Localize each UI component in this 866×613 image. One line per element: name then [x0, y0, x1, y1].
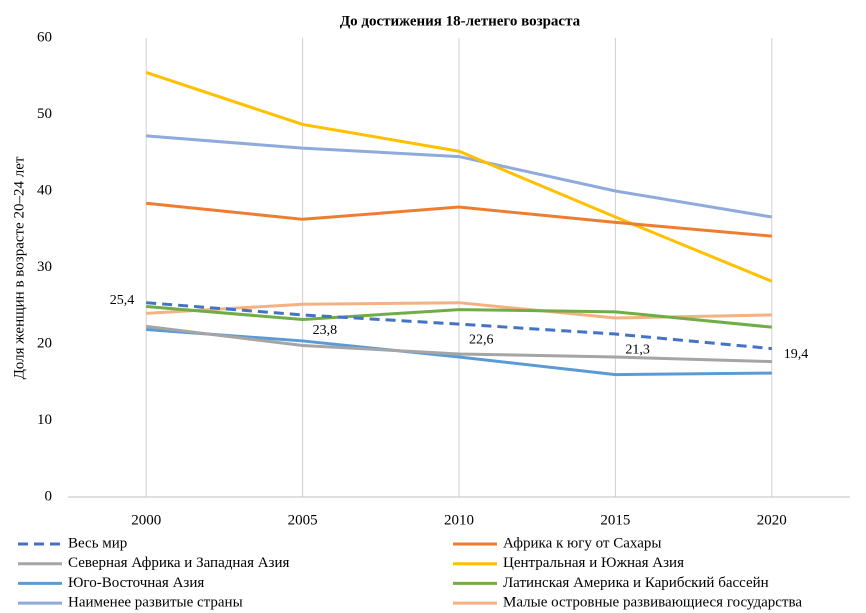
legend-label: Латинская Америка и Карибский бассейн [503, 575, 769, 591]
y-tick-label: 50 [37, 106, 52, 122]
series-line [146, 305, 772, 329]
series-line [145, 71, 773, 283]
legend-label: Юго-Восточная Азия [68, 575, 204, 591]
series-line [146, 324, 772, 364]
data-label: 21,3 [625, 342, 650, 357]
series-line [146, 301, 772, 351]
x-tick-label: 2010 [444, 512, 474, 528]
y-tick-label: 60 [37, 29, 52, 45]
legend-label: Весь мир [68, 535, 127, 551]
legend-label: Наименее развитые страны [68, 595, 243, 611]
y-tick-label: 40 [37, 182, 52, 198]
y-tick-label: 30 [37, 259, 52, 275]
legend-label: Северная Африка и Западная Азия [68, 555, 289, 571]
x-tick-label: 2020 [757, 512, 787, 528]
legend-label: Малые островные развивающиеся государств… [503, 595, 802, 611]
data-label: 22,6 [469, 332, 494, 347]
legend-label: Африка к югу от Сахары [503, 535, 661, 551]
x-tick-label: 2015 [600, 512, 630, 528]
series-line [146, 327, 772, 377]
series-line [146, 201, 772, 238]
chart-title: До достижения 18-летнего возраста [340, 13, 581, 29]
y-tick-label: 0 [45, 488, 53, 504]
legend-label: Центральная и Южная Азия [503, 555, 684, 571]
x-tick-label: 2005 [288, 512, 318, 528]
y-tick-label: 10 [37, 412, 52, 428]
series-line [146, 134, 773, 219]
data-label: 19,4 [784, 347, 809, 362]
y-tick-label: 20 [37, 335, 52, 351]
x-tick-label: 2000 [131, 512, 161, 528]
data-label: 25,4 [110, 293, 135, 308]
data-label: 23,8 [313, 323, 338, 338]
y-axis-label: Доля женщин в возрасте 20–24 лет [11, 156, 27, 379]
